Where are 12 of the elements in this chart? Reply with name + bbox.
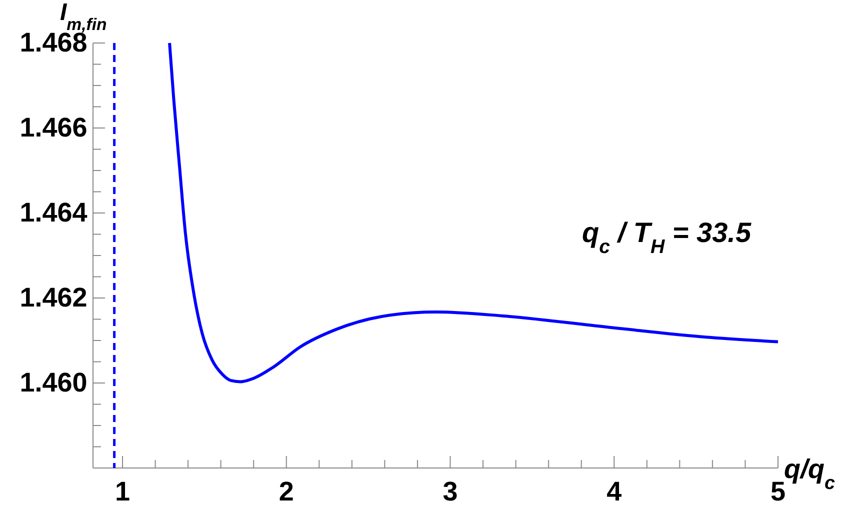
x-tick-label: 4 [606,476,622,505]
x-tick-label: 2 [278,476,294,505]
x-tick-label: 1 [114,476,130,505]
x-axis-title: q/q$_{c}$ [784,454,836,494]
annotation: q$_{c}$ / T$_{H}$ = 33.5 [582,217,752,258]
y-tick-label: 1.464 [20,198,88,228]
y-tick-label: 1.466 [20,112,88,143]
y-tick-label: 1.460 [20,368,88,398]
x-tick-label: 3 [442,476,458,505]
y-tick-label: 1.462 [20,282,88,313]
line-series [168,42,780,384]
x-tick-label: 5 [770,476,786,505]
